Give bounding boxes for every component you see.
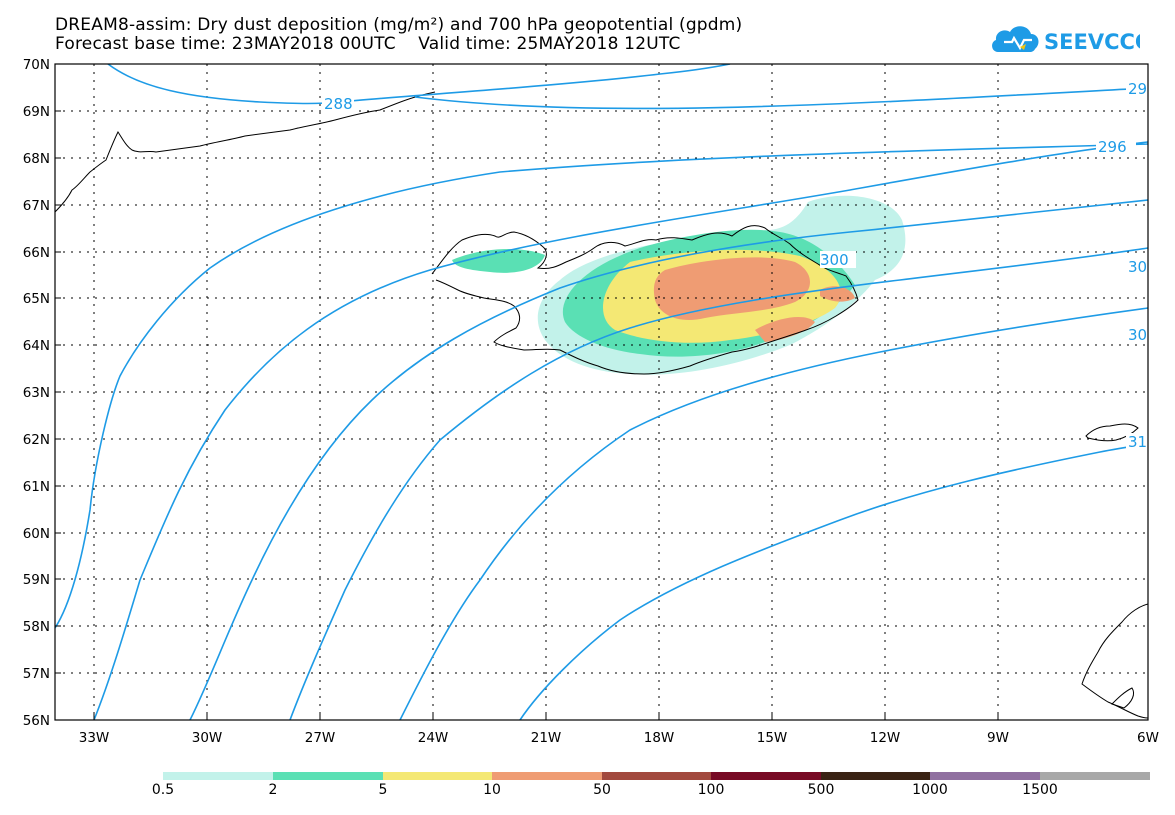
lon-label-18w: 18W — [644, 730, 675, 746]
lat-label-64n: 64N — [23, 338, 50, 354]
iceland-coast — [431, 225, 859, 375]
lon-label-15w: 15W — [757, 730, 788, 746]
colorbar-bin-8 — [930, 772, 1040, 780]
contour-312 — [519, 443, 1148, 720]
map-subtitle: Forecast base time: 23MAY2018 00UTC Vali… — [55, 34, 681, 54]
contour-label-312: 31 — [1128, 433, 1147, 451]
lat-label-66n: 66N — [23, 245, 50, 261]
dust-deposition-layer — [452, 195, 906, 375]
colorbar-bin-5 — [602, 772, 711, 780]
colorbar-bin-2 — [273, 772, 383, 780]
lat-label-63n: 63N — [23, 385, 50, 401]
dust-field-green-nw — [452, 248, 545, 273]
longitude-labels: 33W 30W 27W 24W 21W 18W 15W 12W 9W 6W — [79, 730, 1159, 746]
colorbar-bin-3 — [383, 772, 492, 780]
lat-label-68n: 68N — [23, 151, 50, 167]
cloud-icon — [992, 26, 1039, 52]
dust-field-orange-e — [820, 286, 855, 302]
colorbar-label: 500 — [807, 782, 835, 798]
contour-label-292: 29 — [1128, 80, 1147, 98]
lon-label-24w: 24W — [418, 730, 449, 746]
colorbar-label: 50 — [593, 782, 611, 798]
contour-label-296: 296 — [1098, 138, 1127, 156]
colorbar-label: 2 — [268, 782, 278, 798]
coastline-layer — [55, 91, 1148, 719]
lon-label-21w: 21W — [531, 730, 562, 746]
lat-label-69n: 69N — [23, 104, 50, 120]
colorbar-label: 100 — [697, 782, 725, 798]
graticule — [55, 64, 1148, 720]
contour-labels: 288 29 296 300 30 30 31 — [322, 80, 1148, 451]
lat-label-61n: 61N — [23, 479, 50, 495]
faroe-islands — [1085, 423, 1139, 442]
colorbar-bin-9 — [1040, 772, 1150, 780]
colorbar-label: 0.5 — [151, 782, 175, 798]
colorbar-bin-4 — [492, 772, 602, 780]
contour-label-308: 30 — [1128, 326, 1147, 344]
geopotential-contours — [55, 64, 1148, 720]
hebrides — [1111, 687, 1135, 709]
colorbar-bin-7 — [821, 772, 930, 780]
contour-292 — [414, 87, 1148, 110]
lat-label-56n: 56N — [23, 713, 50, 729]
lat-label-58n: 58N — [23, 619, 50, 635]
contour-292-west — [55, 143, 1148, 629]
lat-label-57n: 57N — [23, 666, 50, 682]
lat-label-70n: 70N — [23, 57, 50, 73]
lon-label-9w: 9W — [987, 730, 1009, 746]
colorbar-label: 1000 — [912, 782, 948, 798]
colorbar-bin-1 — [163, 772, 273, 780]
colorbar-label: 10 — [483, 782, 501, 798]
colorbar — [163, 772, 1150, 780]
lon-label-12w: 12W — [870, 730, 901, 746]
contour-300 — [189, 199, 1148, 720]
latitude-labels: 70N 69N 68N 67N 66N 65N 64N 63N 62N 61N … — [23, 57, 50, 729]
contour-296 — [93, 141, 1148, 720]
dust-field-orange — [653, 257, 810, 320]
contour-288 — [107, 64, 731, 105]
lon-label-27w: 27W — [305, 730, 336, 746]
dust-field-orange-se — [755, 316, 815, 342]
lat-label-60n: 60N — [23, 526, 50, 542]
colorbar-label: 5 — [378, 782, 388, 798]
lon-label-6w: 6W — [1137, 730, 1159, 746]
seevccc-logo: SEEVCCC — [990, 22, 1150, 56]
colorbar-bin-6 — [711, 772, 821, 780]
axis-ticks — [55, 110, 999, 720]
lon-label-33w: 33W — [79, 730, 110, 746]
lat-label-62n: 62N — [23, 432, 50, 448]
contour-label-300: 300 — [820, 251, 849, 269]
map-title: DREAM8-assim: Dry dust deposition (mg/m²… — [55, 15, 743, 35]
contour-label-288: 288 — [324, 95, 353, 113]
contour-308 — [399, 307, 1148, 720]
lon-label-30w: 30W — [192, 730, 223, 746]
lat-label-59n: 59N — [23, 572, 50, 588]
lat-label-65n: 65N — [23, 291, 50, 307]
scotland-coast — [1081, 603, 1148, 719]
contour-label-304: 30 — [1128, 258, 1147, 276]
greenland-coast — [55, 91, 436, 213]
contour-304 — [289, 247, 1148, 720]
lat-label-67n: 67N — [23, 198, 50, 214]
logo-text: SEEVCCC — [1044, 30, 1140, 54]
colorbar-label: 1500 — [1022, 782, 1058, 798]
